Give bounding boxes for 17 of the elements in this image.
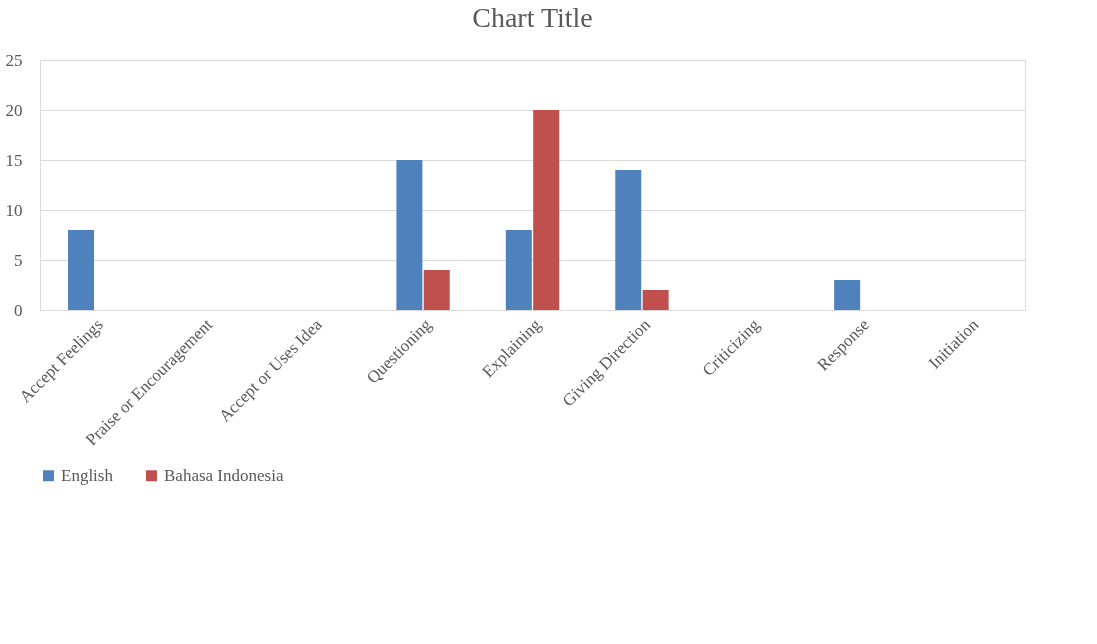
y-tick-label: 25: [5, 50, 23, 70]
y-tick-label: 15: [5, 150, 23, 170]
bar: [533, 110, 560, 310]
bar: [642, 290, 669, 310]
y-tick-label: 5: [14, 250, 23, 270]
y-tick-label: 0: [14, 300, 23, 320]
bar: [834, 280, 861, 310]
y-tick-label: 10: [5, 200, 23, 220]
bar: [615, 170, 642, 310]
legend-label: Bahasa Indonesia: [164, 465, 284, 485]
bar: [423, 270, 450, 310]
bar: [505, 230, 532, 310]
legend-label: English: [61, 465, 114, 485]
bar: [396, 160, 423, 310]
chart-title: Chart Title: [472, 2, 593, 33]
y-tick-label: 20: [5, 100, 23, 120]
bar: [68, 230, 95, 310]
